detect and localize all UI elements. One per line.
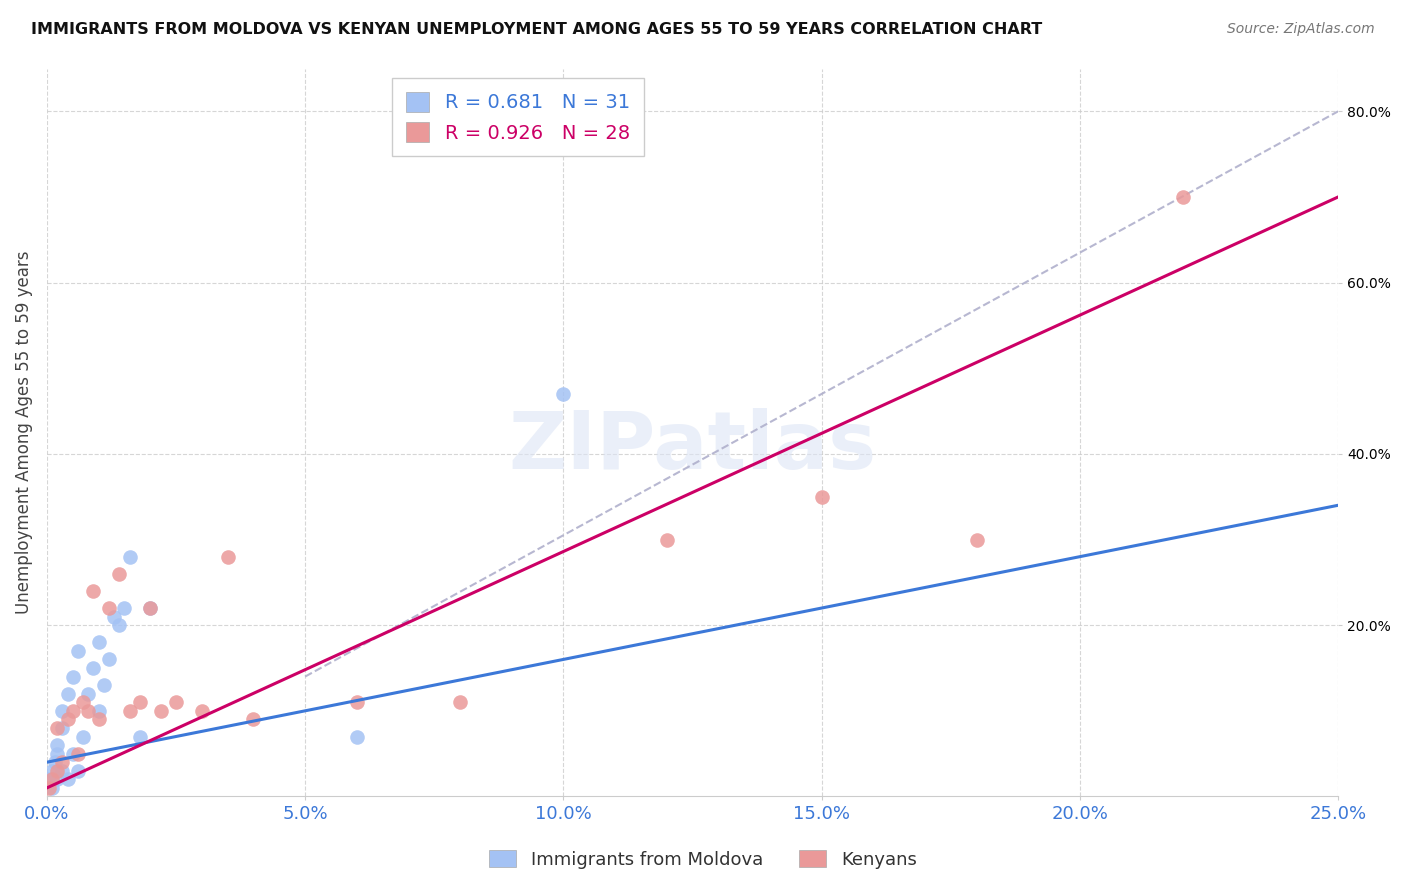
Point (103, 609, 125, 624)
Point (449, 695, 471, 709)
Point (38, 780, 60, 795)
Point (346, 695, 368, 709)
Point (128, 695, 150, 709)
Text: ZIPatlas: ZIPatlas (509, 408, 876, 486)
Point (655, 533, 678, 547)
Point (56, 772, 79, 787)
Point (62, 669, 84, 683)
Point (46, 738, 69, 752)
Legend: R = 0.681   N = 31, R = 0.926   N = 28: R = 0.681 N = 31, R = 0.926 N = 28 (392, 78, 644, 156)
Point (217, 549, 239, 564)
Point (62, 747, 84, 761)
Point (191, 704, 214, 718)
Point (87, 712, 110, 726)
Point (66, 644, 89, 658)
Point (41, 780, 63, 795)
Point (93, 678, 115, 692)
Point (62, 704, 84, 718)
Point (966, 533, 988, 547)
Point (77, 704, 100, 718)
Point (82, 583, 104, 598)
Point (46, 721, 69, 735)
Point (82, 661, 104, 675)
Point (87, 704, 110, 718)
Point (118, 549, 141, 564)
Text: IMMIGRANTS FROM MOLDOVA VS KENYAN UNEMPLOYMENT AMONG AGES 55 TO 59 YEARS CORRELA: IMMIGRANTS FROM MOLDOVA VS KENYAN UNEMPL… (31, 22, 1042, 37)
Legend: Immigrants from Moldova, Kenyans: Immigrants from Moldova, Kenyans (482, 843, 924, 876)
Point (51, 764, 73, 778)
Point (165, 695, 187, 709)
Point (1173, 190, 1195, 204)
Point (41, 764, 63, 778)
Point (97, 652, 120, 666)
Point (553, 387, 575, 401)
Point (44, 755, 66, 769)
Point (38, 772, 60, 787)
Point (346, 730, 368, 744)
Point (810, 490, 832, 504)
Point (51, 721, 73, 735)
Point (149, 704, 172, 718)
Point (66, 747, 89, 761)
Point (56, 687, 79, 701)
Point (108, 566, 131, 581)
Point (139, 601, 162, 615)
Text: Source: ZipAtlas.com: Source: ZipAtlas.com (1227, 22, 1375, 37)
Point (66, 764, 89, 778)
Point (72, 695, 94, 709)
Point (51, 704, 73, 718)
Point (87, 635, 110, 649)
Point (242, 712, 264, 726)
Point (46, 772, 69, 787)
Point (112, 601, 135, 615)
Point (51, 755, 73, 769)
Y-axis label: Unemployment Among Ages 55 to 59 years: Unemployment Among Ages 55 to 59 years (15, 251, 32, 615)
Point (128, 730, 150, 744)
Point (118, 704, 141, 718)
Point (97, 601, 120, 615)
Point (72, 730, 94, 744)
Point (56, 712, 79, 726)
Point (46, 764, 69, 778)
Point (46, 747, 69, 761)
Point (77, 687, 100, 701)
Point (139, 601, 162, 615)
Point (108, 618, 131, 632)
Point (41, 772, 63, 787)
